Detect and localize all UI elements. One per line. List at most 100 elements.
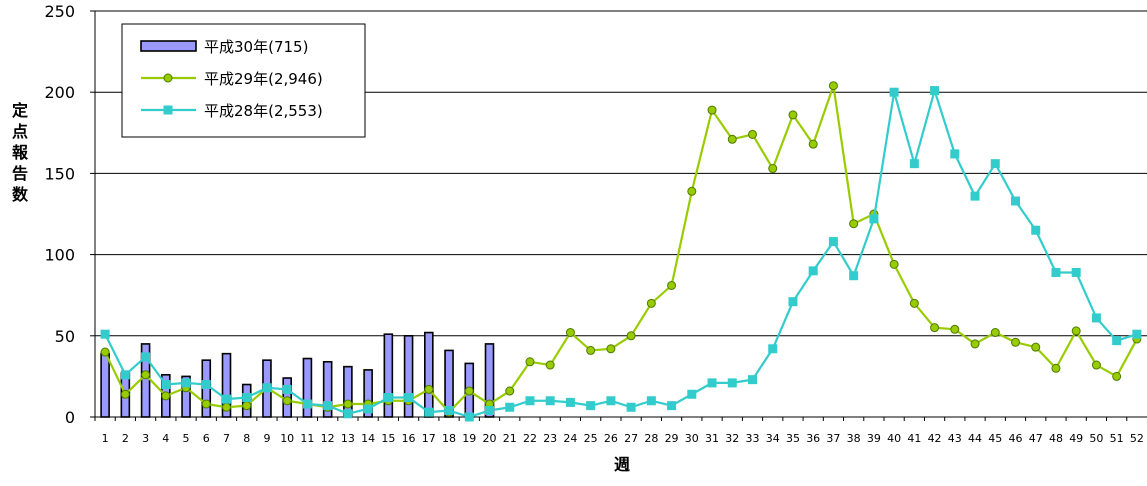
x-tick-label: 37 bbox=[826, 432, 840, 445]
y-axis-label-char: 告 bbox=[11, 164, 28, 183]
series-point bbox=[1011, 196, 1020, 206]
series-point bbox=[323, 401, 333, 411]
series-point bbox=[181, 378, 191, 388]
series-point bbox=[606, 396, 616, 406]
series-point bbox=[525, 357, 535, 367]
x-tick-label: 22 bbox=[523, 432, 537, 445]
series-point bbox=[201, 399, 211, 409]
x-tick-label: 30 bbox=[685, 432, 699, 445]
series-point bbox=[748, 129, 757, 139]
x-tick-label: 2 bbox=[122, 432, 129, 445]
series-point bbox=[505, 386, 515, 396]
series-point bbox=[889, 87, 899, 97]
y-tick-label: 200 bbox=[44, 83, 75, 102]
x-tick-label: 51 bbox=[1110, 432, 1124, 445]
series-point bbox=[626, 402, 636, 412]
x-tick-label: 26 bbox=[604, 432, 618, 445]
series-point bbox=[788, 110, 798, 120]
series-point bbox=[586, 401, 596, 411]
series-point bbox=[1011, 337, 1020, 347]
series-point bbox=[990, 328, 1000, 338]
x-tick-label: 31 bbox=[705, 432, 719, 445]
series-point bbox=[707, 105, 717, 115]
series-line bbox=[104, 86, 1138, 419]
series-point bbox=[768, 344, 778, 354]
x-tick-label: 1 bbox=[102, 432, 109, 445]
x-tick-label: 27 bbox=[624, 432, 638, 445]
series-point bbox=[909, 298, 919, 308]
series-point bbox=[120, 370, 130, 380]
line-series bbox=[100, 81, 1142, 422]
x-tick-label: 44 bbox=[968, 432, 982, 445]
series-point bbox=[748, 375, 757, 385]
x-tick-label: 32 bbox=[725, 432, 739, 445]
bar bbox=[424, 331, 434, 418]
y-axis-label: 定点報告数 bbox=[8, 100, 32, 205]
series-point bbox=[302, 399, 312, 409]
series-point bbox=[930, 86, 940, 96]
series-point bbox=[1112, 336, 1122, 346]
bar bbox=[383, 333, 394, 418]
series-point bbox=[505, 402, 515, 412]
bar bbox=[363, 369, 373, 418]
bar bbox=[100, 352, 110, 418]
x-tick-label: 40 bbox=[887, 432, 901, 445]
series-point bbox=[727, 134, 737, 144]
series-point bbox=[687, 186, 697, 196]
series-point bbox=[1071, 267, 1081, 277]
series-point bbox=[1132, 329, 1142, 339]
series-point bbox=[242, 401, 252, 411]
series-point bbox=[950, 324, 960, 334]
series-point bbox=[161, 380, 171, 390]
bar bbox=[484, 343, 495, 418]
x-tick-label: 34 bbox=[766, 432, 780, 445]
series-point bbox=[727, 378, 737, 388]
series-point bbox=[242, 393, 252, 403]
y-axis-label-char: 点 bbox=[11, 122, 28, 141]
y-axis-ticks: 0 50 100 150 200 250 bbox=[44, 2, 95, 427]
series-point bbox=[404, 393, 414, 403]
series-point bbox=[545, 396, 555, 406]
x-tick-label: 6 bbox=[203, 432, 210, 445]
x-tick-label: 50 bbox=[1089, 432, 1103, 445]
x-tick-label: 13 bbox=[341, 432, 355, 445]
series-point bbox=[828, 237, 838, 247]
x-tick-label: 38 bbox=[847, 432, 861, 445]
series-point bbox=[646, 396, 656, 406]
x-tick-label: 10 bbox=[280, 432, 294, 445]
grid-lines bbox=[94, 10, 1147, 418]
x-tick-label: 3 bbox=[142, 432, 149, 445]
x-tick-label: 21 bbox=[503, 432, 517, 445]
x-tick-label: 47 bbox=[1029, 432, 1043, 445]
x-tick-label: 49 bbox=[1069, 432, 1083, 445]
series-point bbox=[667, 280, 677, 290]
x-tick-label: 23 bbox=[543, 432, 557, 445]
series-point bbox=[201, 380, 211, 390]
y-axis-label-char: 報 bbox=[11, 143, 28, 162]
series-point bbox=[545, 360, 555, 370]
x-tick-label: 17 bbox=[422, 432, 436, 445]
series-point bbox=[1091, 360, 1101, 370]
x-tick-label: 45 bbox=[988, 432, 1002, 445]
series-point bbox=[687, 389, 697, 399]
legend-marker bbox=[163, 73, 173, 83]
series-point bbox=[667, 401, 677, 411]
x-tick-label: 18 bbox=[442, 432, 456, 445]
y-tick-label: 250 bbox=[44, 2, 75, 21]
series-line bbox=[104, 85, 1138, 414]
series-point bbox=[849, 271, 859, 281]
series-point bbox=[343, 409, 353, 419]
series-point bbox=[343, 399, 353, 409]
legend-marker bbox=[163, 105, 173, 115]
series-point bbox=[808, 139, 818, 149]
series-point bbox=[1031, 342, 1041, 352]
series-point bbox=[444, 406, 454, 416]
bar bbox=[302, 357, 313, 418]
series-point bbox=[1112, 371, 1122, 381]
series-point bbox=[990, 159, 1000, 169]
x-tick-label: 42 bbox=[928, 432, 942, 445]
series-point bbox=[464, 386, 474, 396]
x-axis-ticks: 1 2 3 4 5 6 7 8 9 10 11 12 13 14 15 16 17 18 19 20 21 22 23 24 2… bbox=[94, 417, 1144, 445]
series-point bbox=[970, 339, 980, 349]
